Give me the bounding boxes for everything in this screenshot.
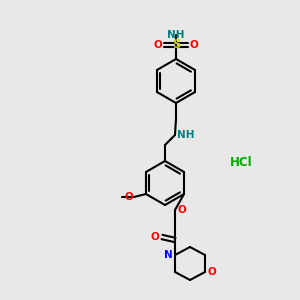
Text: O: O bbox=[153, 40, 162, 50]
Text: NH: NH bbox=[177, 130, 194, 140]
Text: O: O bbox=[178, 205, 187, 215]
Text: O: O bbox=[190, 40, 199, 50]
Text: N: N bbox=[164, 250, 173, 260]
Text: HCl: HCl bbox=[230, 157, 253, 169]
Text: NH: NH bbox=[167, 30, 185, 40]
Text: O: O bbox=[150, 232, 159, 242]
Text: O: O bbox=[124, 192, 133, 202]
Text: O: O bbox=[207, 267, 216, 277]
Text: S: S bbox=[172, 38, 180, 52]
